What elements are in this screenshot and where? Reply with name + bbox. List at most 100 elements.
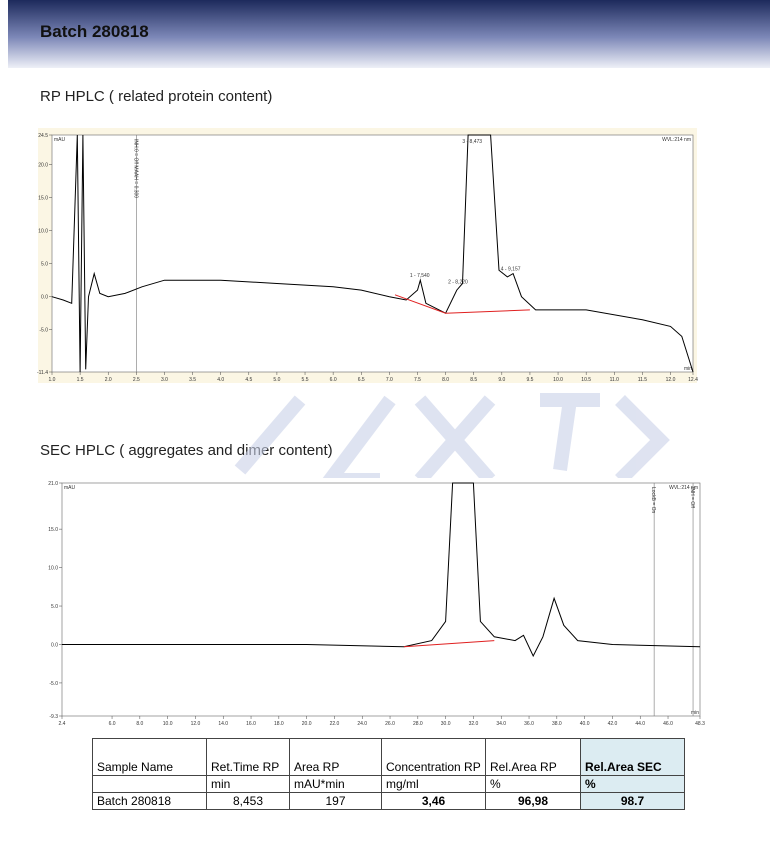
x-tick-label: 6.5 — [358, 377, 365, 383]
x-tick-label: 9.0 — [498, 377, 505, 383]
x-tick-label: 4.0 — [217, 377, 224, 383]
x-tick-label: 3.5 — [189, 377, 196, 383]
x-tick-label: 11.5 — [638, 377, 648, 383]
x-tick-label: 30.0 — [441, 721, 451, 727]
x-tick-label: 38.0 — [552, 721, 562, 727]
marker-label: INH = Off — [689, 487, 695, 508]
table-cell: Rel.Area RP — [485, 738, 581, 776]
plot-frame — [61, 482, 701, 717]
y-tick-label: 10.0 — [38, 229, 48, 235]
table-row: min mAU*min mg/ml%% — [92, 775, 685, 793]
trace-line — [394, 294, 530, 314]
y-tick-label: -11.4 — [37, 370, 48, 376]
table-cell: Ret.Time RP — [206, 738, 290, 776]
x-tick-label: 10.0 — [163, 721, 173, 727]
x-tick-label: 12.4 — [688, 377, 698, 383]
table-cell: Batch 280818 — [92, 792, 207, 810]
table-cell: mg/ml — [381, 775, 486, 793]
y-tick-label: 24.5 — [38, 133, 48, 139]
table-row: Batch 280818 8,453 197 3,46 96,98 98.7 — [92, 792, 685, 810]
x-tick-label: 44.0 — [635, 721, 645, 727]
x-tick-label: 5.0 — [273, 377, 280, 383]
y-tick-label: 20.0 — [38, 163, 48, 169]
y-tick-label: 10.0 — [48, 566, 58, 572]
y-unit: mAU — [54, 137, 66, 143]
y-tick-label: 5.0 — [41, 262, 48, 268]
y-tick-label: 15.0 — [48, 527, 58, 533]
x-tick-label: 42.0 — [608, 721, 618, 727]
x-tick-label: 2.5 — [133, 377, 140, 383]
table-cell: 98.7 — [580, 792, 685, 810]
peak-label: 1 - 7,540 — [410, 273, 430, 279]
table-cell: Concentration RP — [381, 738, 486, 776]
y-tick-label: -5.0 — [39, 328, 48, 334]
peak-label: 4 - 9,157 — [501, 266, 521, 272]
table-row: Sample Name Ret.Time RP Area RP Concentrati… — [92, 738, 685, 776]
y-unit: mAU — [64, 485, 76, 491]
x-tick-label: 3.0 — [161, 377, 168, 383]
x-tick-label: 9.5 — [526, 377, 533, 383]
x-tick-label: 36.0 — [524, 721, 534, 727]
x-tick-label: 40.0 — [580, 721, 590, 727]
x-tick-label: 32.0 — [469, 721, 479, 727]
plot-frame — [51, 134, 694, 373]
table-cell: Rel.Area SEC — [580, 738, 685, 776]
table-cell: % — [580, 775, 685, 793]
x-tick-label: 2.4 — [59, 721, 66, 727]
table-cell: 8,453 — [206, 792, 290, 810]
y-tick-label: 5.0 — [51, 604, 58, 610]
y-tick-label: -9.3 — [49, 714, 58, 720]
table-cell: Area RP — [289, 738, 382, 776]
x-tick-label: 10.5 — [581, 377, 591, 383]
y-tick-label: 15.0 — [38, 196, 48, 202]
table-cell: min — [206, 775, 290, 793]
x-unit: min — [691, 710, 699, 716]
table-cell: % — [485, 775, 581, 793]
x-tick-label: 10.0 — [553, 377, 563, 383]
y-tick-label: -5.0 — [49, 681, 58, 687]
x-tick-label: 12.0 — [191, 721, 201, 727]
x-tick-label: 24.0 — [357, 721, 367, 727]
trace-line — [62, 482, 701, 658]
trace-line — [403, 640, 495, 648]
trace-line — [51, 134, 694, 373]
x-tick-label: 26.0 — [385, 721, 395, 727]
table-cell: 197 — [289, 792, 382, 810]
channel: WVL:214 nm — [662, 137, 691, 143]
x-tick-label: 6.0 — [109, 721, 116, 727]
x-tick-label: 7.5 — [414, 377, 421, 383]
x-tick-label: 8.0 — [136, 721, 143, 727]
y-tick-label: 0.0 — [41, 295, 48, 301]
x-tick-label: 12.0 — [666, 377, 676, 383]
x-tick-label: 34.0 — [496, 721, 506, 727]
x-tick-label: 46.0 — [663, 721, 673, 727]
x-tick-label: 6.0 — [330, 377, 337, 383]
table-cell: Sample Name — [92, 738, 207, 776]
banner: Batch 280818 — [8, 0, 770, 68]
x-tick-label: 14.0 — [218, 721, 228, 727]
x-unit: min — [684, 366, 692, 372]
table-cell: 3,46 — [381, 792, 486, 810]
peak-label: 2 - 8,220 — [448, 280, 468, 286]
y-tick-label: 21.0 — [48, 481, 58, 487]
y-tick-label: 0.0 — [51, 642, 58, 648]
marker-label: INH:0 = Off MAAH = 0.300 — [132, 139, 138, 198]
x-tick-label: 11.0 — [610, 377, 620, 383]
x-tick-label: 18.0 — [274, 721, 284, 727]
x-tick-label: 16.0 — [246, 721, 256, 727]
results-table: Sample Name Ret.Time RP Area RP Concentrati… — [92, 738, 685, 810]
x-tick-label: 4.5 — [245, 377, 252, 383]
x-tick-label: 2.0 — [105, 377, 112, 383]
x-tick-label: 8.0 — [442, 377, 449, 383]
marker-label: LockB = On — [650, 487, 656, 513]
table-cell: 96,98 — [485, 792, 581, 810]
section-title: RP HPLC ( related protein content) — [40, 88, 273, 105]
x-tick-label: 1.5 — [77, 377, 84, 383]
x-tick-label: 5.5 — [302, 377, 309, 383]
table-cell: mAU*min — [289, 775, 382, 793]
x-tick-label: 48.3 — [695, 721, 705, 727]
x-tick-label: 8.5 — [470, 377, 477, 383]
